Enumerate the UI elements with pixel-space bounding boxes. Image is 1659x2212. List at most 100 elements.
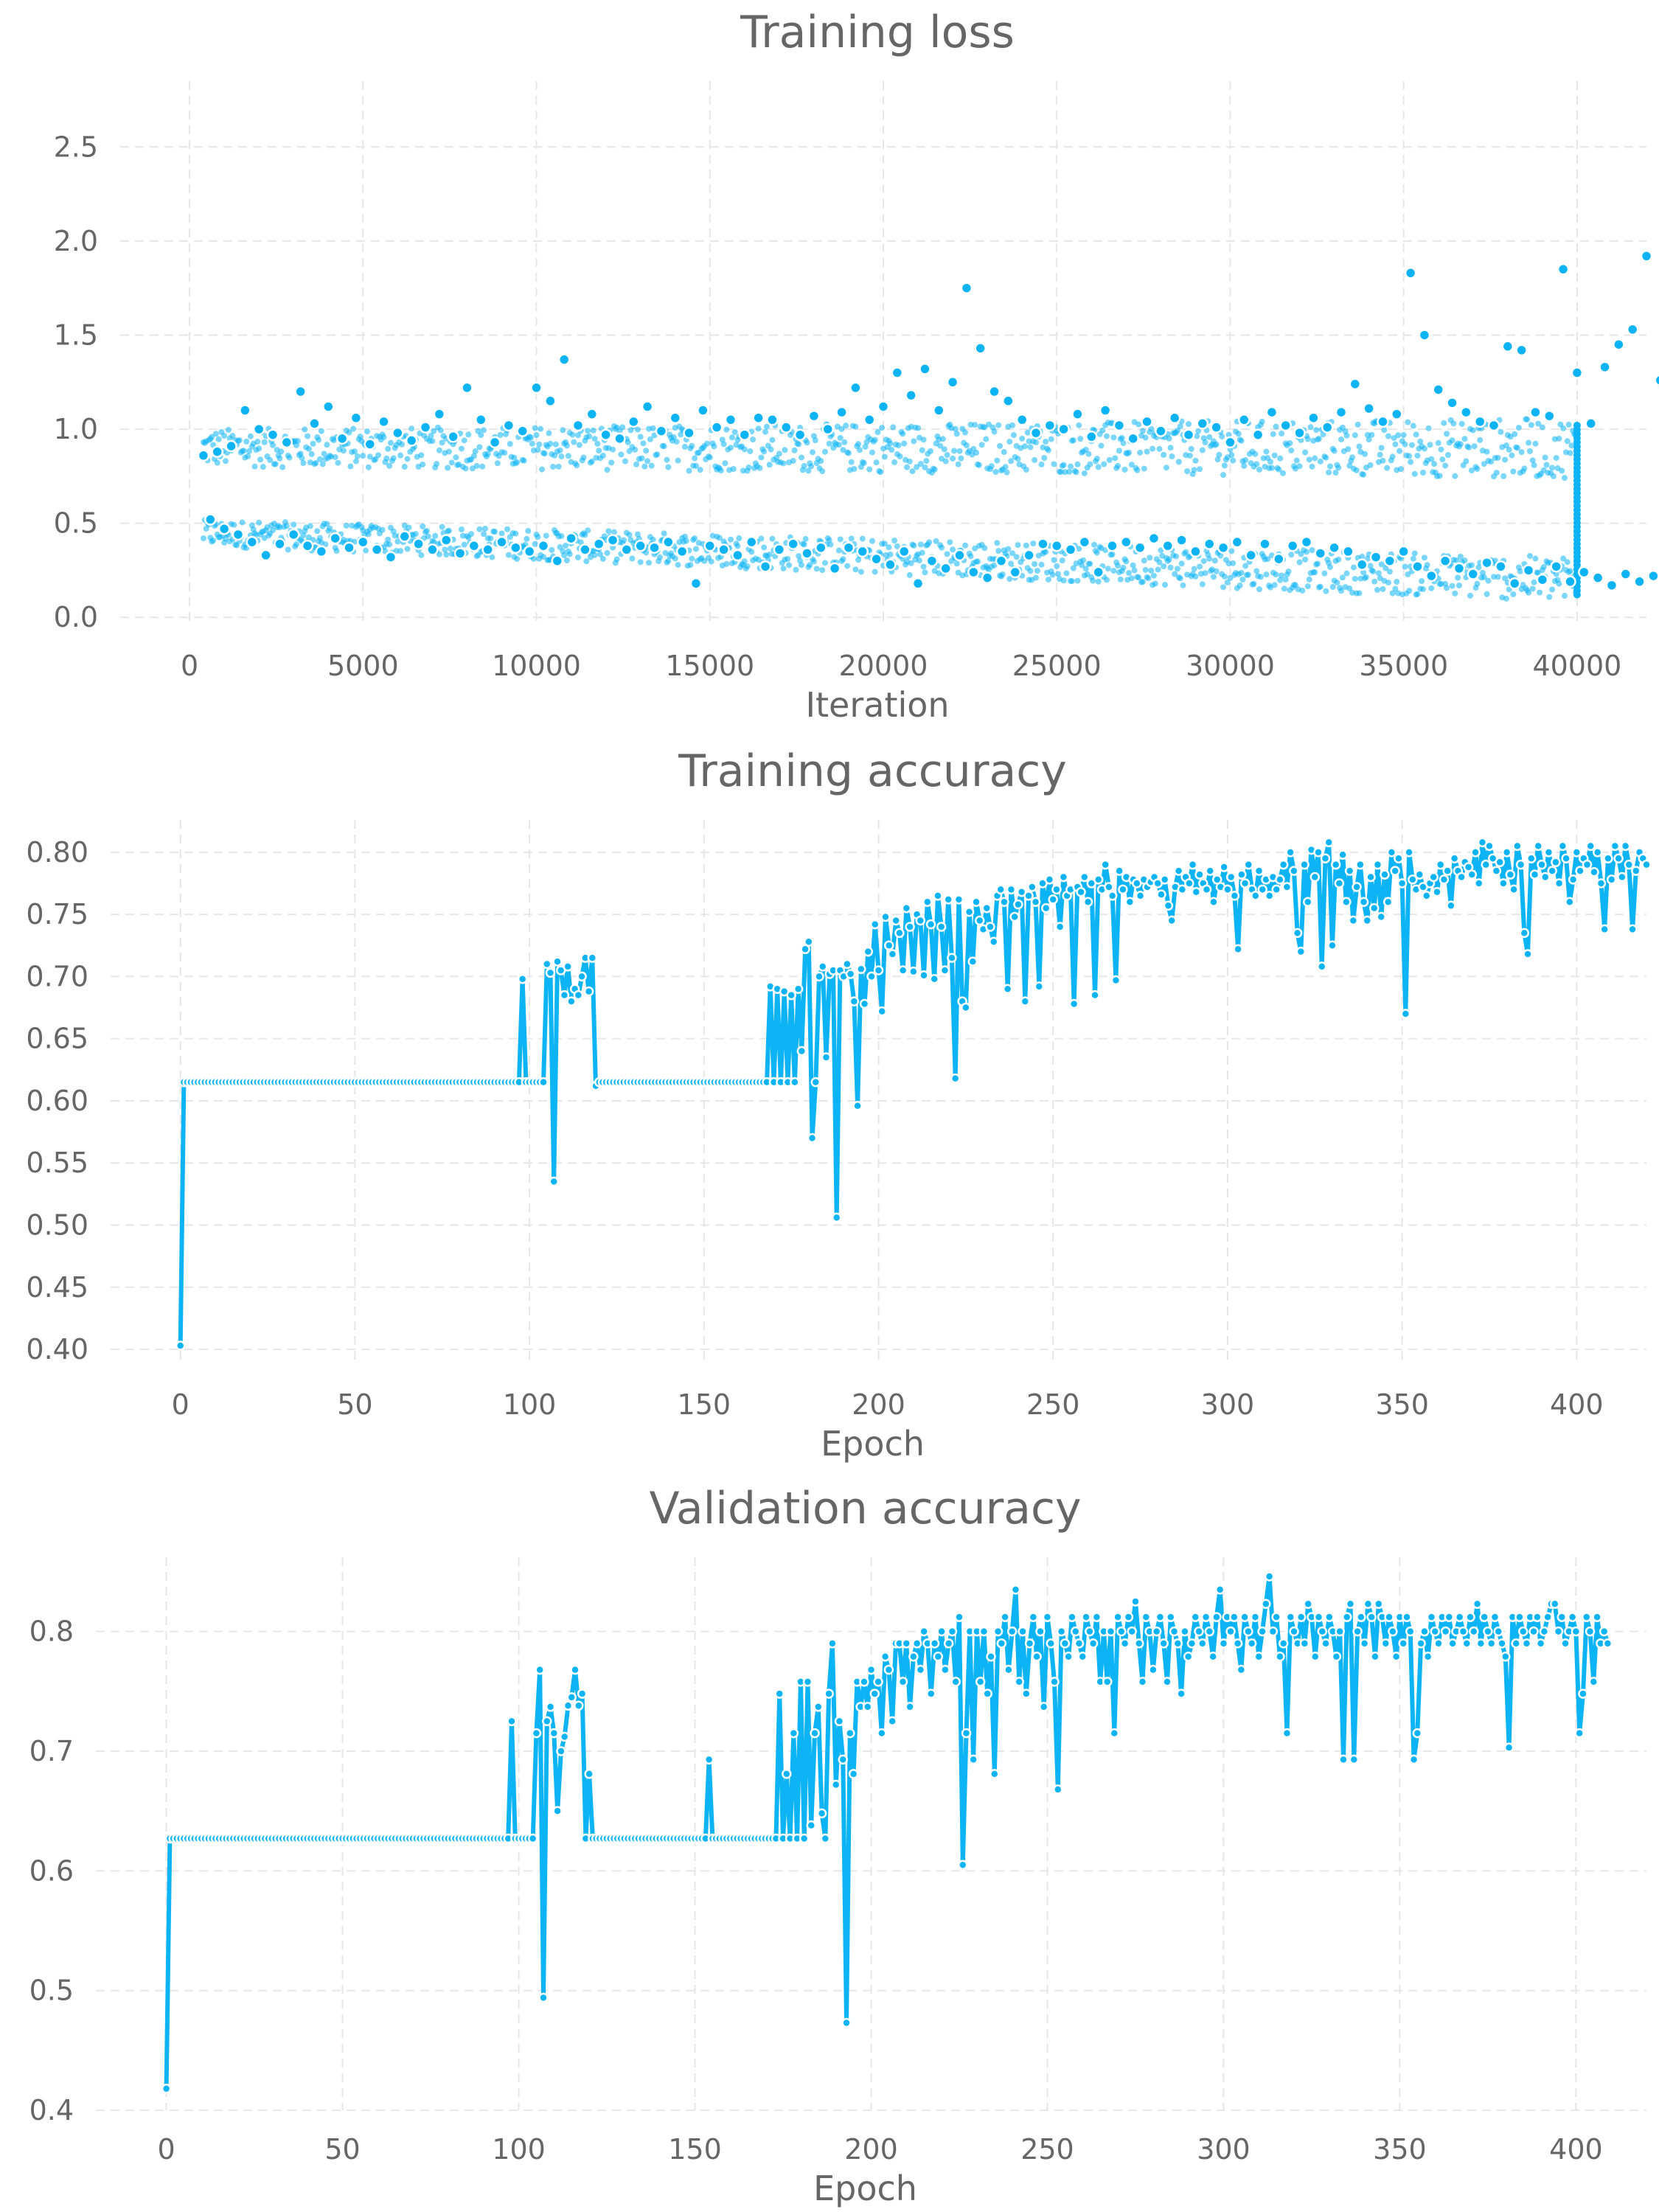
data-point: [566, 551, 573, 557]
data-point: [423, 527, 430, 534]
data-point: [1268, 465, 1275, 471]
data-point: [776, 451, 782, 457]
data-point: [1389, 453, 1396, 460]
data-point: [1049, 1677, 1060, 1687]
data-point: [1309, 463, 1315, 470]
data-point: [1400, 431, 1407, 438]
data-point: [1027, 568, 1034, 574]
data-point: [810, 558, 817, 565]
data-point: [610, 544, 616, 551]
data-point: [883, 940, 894, 951]
data-point: [1120, 535, 1133, 549]
y-tick-label: 2.5: [54, 131, 98, 163]
data-point: [1370, 1651, 1380, 1662]
data-point: [915, 1664, 926, 1675]
data-point: [801, 541, 807, 548]
data-point: [1553, 1626, 1564, 1637]
data-point: [723, 560, 730, 567]
data-point: [573, 990, 584, 1001]
data-point: [1581, 1612, 1592, 1622]
data-point: [933, 891, 943, 901]
x-tick-label: 50: [324, 2133, 360, 2166]
data-point: [555, 463, 562, 470]
data-point: [1606, 874, 1617, 885]
data-point: [1264, 891, 1275, 901]
data-point: [1457, 441, 1464, 448]
data-point: [1561, 593, 1568, 599]
data-point: [1307, 411, 1320, 425]
data-point: [1557, 841, 1568, 852]
data-point: [662, 535, 675, 549]
data-point: [1467, 869, 1478, 880]
data-point: [439, 534, 453, 546]
data-point: [1005, 546, 1012, 552]
x-tick-label: 10000: [492, 650, 581, 682]
data-point: [1013, 899, 1023, 910]
data-point: [315, 545, 328, 558]
data-point: [950, 448, 957, 454]
data-point: [347, 463, 354, 470]
x-tick-label: 20000: [839, 650, 928, 682]
data-point: [1150, 445, 1156, 452]
data-point: [1420, 586, 1427, 593]
data-point: [1302, 556, 1309, 563]
data-point: [634, 531, 641, 538]
data-point: [1339, 574, 1346, 581]
data-point: [952, 425, 959, 432]
data-point: [1137, 449, 1144, 456]
data-point: [953, 549, 966, 562]
data-point: [1526, 553, 1533, 560]
data-point: [1419, 1626, 1430, 1637]
data-point: [1267, 459, 1274, 465]
data-point: [1647, 569, 1659, 582]
data-point: [804, 439, 810, 446]
data-point: [559, 990, 570, 1001]
data-point: [538, 1077, 549, 1088]
data-point: [627, 415, 640, 428]
data-point: [1449, 853, 1460, 864]
data-point: [580, 454, 587, 461]
data-point: [1009, 911, 1020, 922]
data-point: [1038, 561, 1045, 568]
data-point: [1106, 456, 1113, 463]
data-point: [639, 455, 645, 462]
data-point: [445, 448, 452, 455]
data-point: [661, 530, 667, 537]
data-point: [788, 1728, 799, 1739]
data-point: [1287, 439, 1293, 446]
data-point: [1317, 458, 1324, 465]
data-point: [1172, 571, 1178, 577]
data-point: [884, 558, 897, 571]
data-point: [1175, 534, 1188, 546]
data-point: [566, 996, 577, 1006]
data-point: [1221, 573, 1228, 580]
data-point: [1564, 438, 1571, 445]
data-point: [1515, 425, 1522, 431]
data-point: [1382, 897, 1394, 908]
data-point: [819, 567, 826, 574]
data-point: [1303, 549, 1310, 555]
data-point: [848, 1769, 859, 1779]
data-point: [1006, 884, 1017, 895]
data-point: [933, 538, 939, 544]
data-point: [550, 463, 557, 470]
data-point: [821, 422, 834, 436]
data-point: [1334, 580, 1340, 586]
data-point: [610, 446, 616, 453]
data-point: [563, 442, 570, 449]
data-point: [1449, 437, 1455, 444]
data-point: [920, 563, 927, 570]
data-point: [1204, 1626, 1215, 1637]
data-point: [1130, 1596, 1141, 1607]
data-point: [838, 425, 845, 432]
data-point: [1432, 383, 1444, 396]
data-point: [487, 535, 494, 542]
data-point: [397, 452, 404, 459]
data-point: [420, 523, 426, 529]
data-point: [1378, 445, 1385, 451]
data-point: [1560, 1638, 1571, 1649]
data-point: [540, 554, 546, 560]
data-point: [357, 535, 369, 549]
data-point: [1419, 578, 1425, 585]
data-point: [1233, 944, 1243, 955]
